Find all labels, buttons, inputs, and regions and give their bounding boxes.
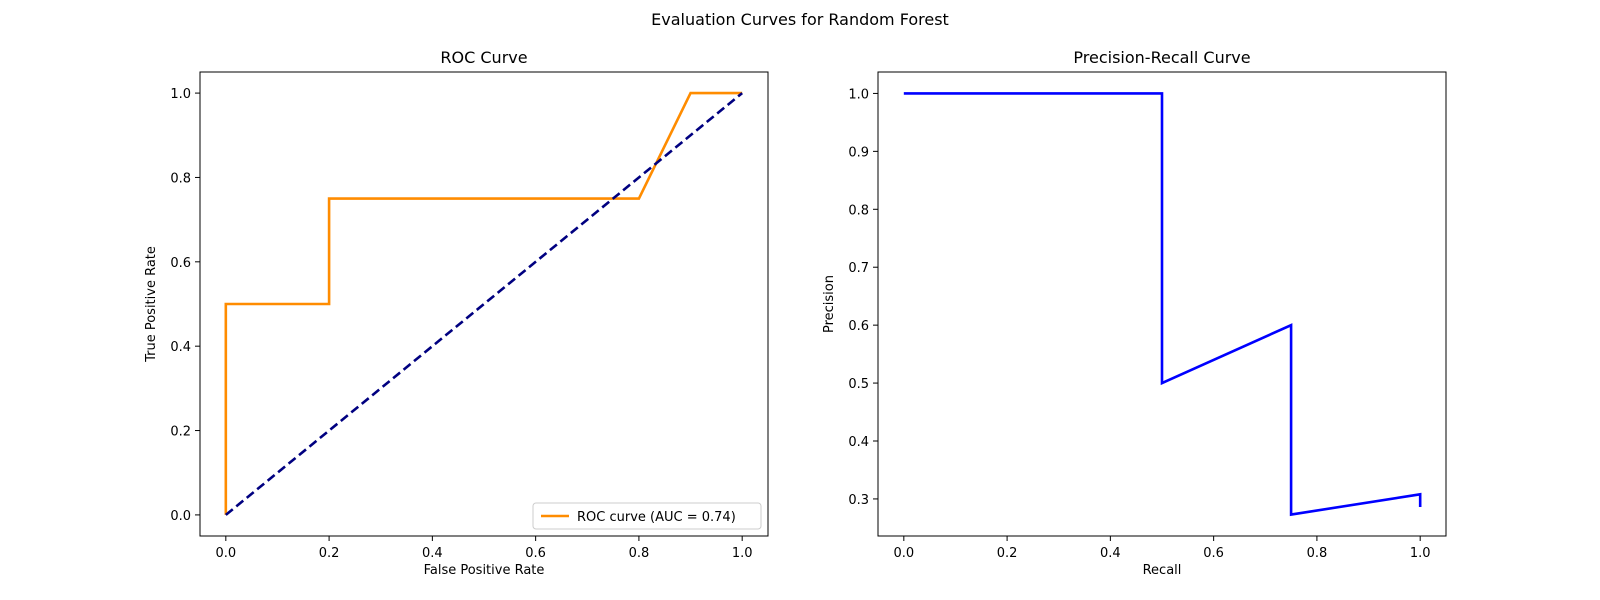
pr-y-tick-label: 0.6 bbox=[848, 319, 869, 334]
roc-x-tick-label: 0.8 bbox=[629, 546, 650, 561]
pr-y-tick-label: 0.5 bbox=[848, 377, 869, 392]
pr-y-tick-label: 0.4 bbox=[848, 435, 869, 450]
roc-x-tick-label: 0.4 bbox=[422, 546, 443, 561]
roc-chart: 0.0 0.2 0.4 0.6 0.8 1.0 0.0 0.2 0.4 0.6 0.8 1.0 ROC … bbox=[144, 48, 769, 578]
roc-x-axis-label: False Positive Rate bbox=[424, 563, 545, 578]
pr-x-tick-label: 0.8 bbox=[1307, 546, 1328, 561]
pr-y-tick-label: 0.9 bbox=[848, 145, 869, 160]
roc-y-axis-label: True Positive Rate bbox=[144, 246, 159, 363]
roc-y-tick-label: 0.2 bbox=[170, 425, 191, 440]
roc-x-tick-label: 1.0 bbox=[732, 546, 753, 561]
pr-chart-title: Precision-Recall Curve bbox=[1073, 48, 1250, 67]
roc-y-tick-label: 1.0 bbox=[170, 87, 191, 102]
roc-x-tick-label: 0.0 bbox=[215, 546, 236, 561]
pr-x-tick-label: 0.2 bbox=[997, 546, 1018, 561]
roc-y-tick-label: 0.8 bbox=[170, 171, 191, 186]
roc-series-line-0 bbox=[224, 91, 743, 515]
pr-axes-frame bbox=[877, 71, 1447, 537]
pr-series-line-0 bbox=[903, 92, 1422, 517]
precision-recall-chart: 0.0 0.2 0.4 0.6 0.8 1.0 0.3 0.4 0.5 0.6 0.7 0.8 0.9 1… bbox=[822, 48, 1447, 578]
roc-legend-label: ROC curve (AUC = 0.74) bbox=[577, 510, 736, 525]
pr-x-tick-label: 0.6 bbox=[1203, 546, 1224, 561]
roc-x-tick-label: 0.6 bbox=[525, 546, 546, 561]
pr-x-axis-label: Recall bbox=[1143, 563, 1182, 578]
roc-series-chance-line bbox=[224, 92, 744, 516]
roc-chart-title: ROC Curve bbox=[440, 48, 527, 67]
roc-y-tick-label: 0.6 bbox=[170, 256, 191, 271]
roc-legend-box bbox=[532, 502, 762, 530]
roc-y-tick-label: 0.4 bbox=[170, 340, 191, 355]
pr-y-tick-label: 0.3 bbox=[848, 493, 869, 508]
roc-legend: ROC curve (AUC = 0.74) bbox=[532, 502, 762, 530]
pr-x-tick-label: 1.0 bbox=[1410, 546, 1431, 561]
pr-x-tick-label: 0.4 bbox=[1100, 546, 1121, 561]
pr-y-tick-label: 0.7 bbox=[848, 261, 869, 276]
pr-y-tick-label: 0.8 bbox=[848, 203, 869, 218]
roc-axes-frame bbox=[199, 71, 769, 537]
roc-x-tick-label: 0.2 bbox=[319, 546, 340, 561]
pr-y-tick-label: 1.0 bbox=[848, 87, 869, 102]
pr-y-axis-label: Precision bbox=[822, 275, 837, 333]
figure-title: Evaluation Curves for Random Forest bbox=[651, 10, 949, 29]
roc-y-tick-label: 0.0 bbox=[170, 509, 191, 524]
pr-x-tick-label: 0.0 bbox=[893, 546, 914, 561]
